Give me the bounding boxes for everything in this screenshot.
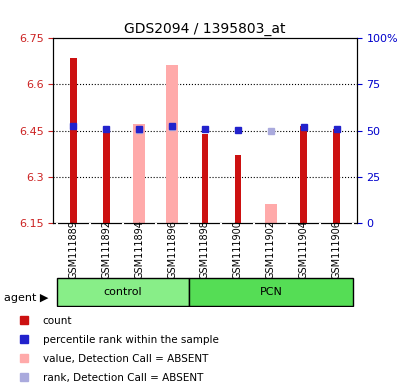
FancyBboxPatch shape: [188, 278, 353, 306]
Text: rank, Detection Call = ABSENT: rank, Detection Call = ABSENT: [43, 373, 202, 383]
Text: GSM111898: GSM111898: [200, 220, 209, 279]
Text: count: count: [43, 316, 72, 326]
Text: GSM111894: GSM111894: [134, 220, 144, 279]
Bar: [264, 204, 276, 223]
Text: GSM111904: GSM111904: [298, 220, 308, 279]
Title: GDS2094 / 1395803_at: GDS2094 / 1395803_at: [124, 22, 285, 36]
Text: PCN: PCN: [259, 287, 282, 297]
Text: agent ▶: agent ▶: [4, 293, 48, 303]
Text: GSM111889: GSM111889: [68, 220, 78, 279]
Text: GSM111902: GSM111902: [265, 220, 275, 279]
Text: GSM111900: GSM111900: [232, 220, 243, 279]
Bar: [102, 127, 109, 223]
Text: control: control: [103, 287, 142, 297]
FancyBboxPatch shape: [56, 278, 188, 306]
Bar: [133, 124, 145, 223]
Text: GSM111892: GSM111892: [101, 220, 111, 279]
Bar: [165, 65, 178, 223]
Bar: [333, 129, 339, 223]
Text: percentile rank within the sample: percentile rank within the sample: [43, 335, 218, 345]
Bar: [201, 134, 208, 223]
Text: GSM111906: GSM111906: [331, 220, 341, 279]
Bar: [300, 126, 307, 223]
Bar: [70, 58, 76, 223]
Text: value, Detection Call = ABSENT: value, Detection Call = ABSENT: [43, 354, 207, 364]
Bar: [234, 155, 241, 223]
Text: GSM111896: GSM111896: [166, 220, 177, 279]
